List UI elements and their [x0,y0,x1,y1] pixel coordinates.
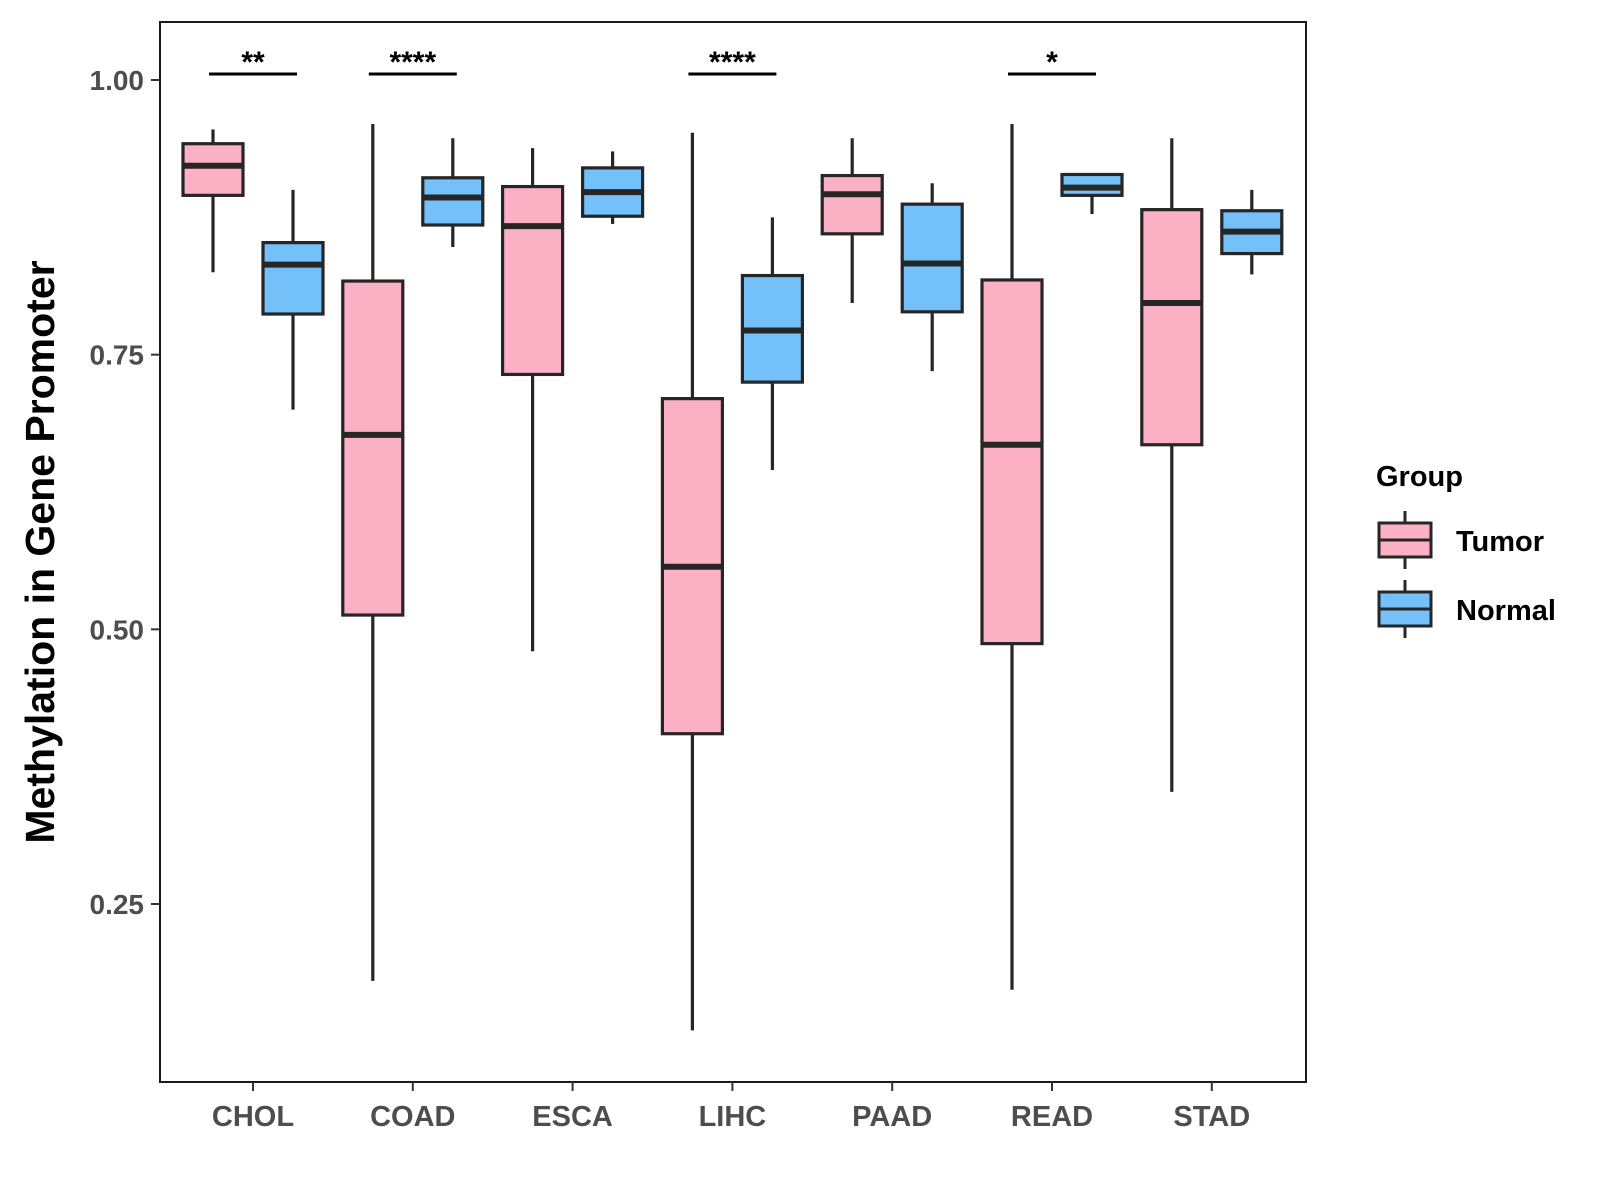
x-tick-label: PAAD [852,1101,932,1133]
box-tumor-stad [1140,138,1204,792]
x-tick-label: COAD [370,1101,455,1133]
box-normal-lihc [740,217,805,471]
box-normal-read [1060,172,1124,215]
box-tumor-paad [820,138,884,304]
x-tick-label: CHOL [212,1101,294,1133]
box-tumor-lihc [660,132,725,1031]
box-body [261,241,325,316]
legend-item-normal: Normal [1377,580,1556,638]
box-body [421,176,485,227]
x-tick-label: LIHC [699,1101,767,1133]
box-normal-chol [261,189,325,410]
box-body [980,278,1044,646]
plot-panel [159,21,1307,1083]
box-body [341,279,405,617]
legend-title: Group [1376,461,1463,493]
x-tick-label: STAD [1173,1101,1250,1133]
box-body [181,142,245,197]
y-axis: 0.25 0.50 0.75 1.00 [90,65,160,920]
box-tumor-chol [181,129,245,273]
legend: Group Tumor Normal [1376,461,1556,638]
legend-label: Tumor [1456,526,1544,558]
box-tumor-read [980,123,1044,990]
significance-label: **** [709,46,756,79]
box-normal-stad [1220,189,1284,275]
legend-label: Normal [1456,595,1556,627]
box-series [181,123,1284,1031]
x-tick-label: READ [1011,1101,1093,1133]
box-body [501,184,565,377]
box-body [820,173,884,236]
x-tick-label: ESCA [532,1101,613,1133]
y-tick-label: 1.00 [90,65,145,96]
box-tumor-coad [341,123,405,981]
significance-label: ** [241,46,265,79]
box-body [1140,208,1204,447]
y-tick-label: 0.50 [90,614,145,645]
box-normal-paad [900,183,964,372]
significance-label: **** [389,46,436,79]
legend-item-tumor: Tumor [1377,511,1544,569]
box-tumor-esca [501,148,565,652]
x-axis: CHOL COAD ESCA LIHC PAAD READ STAD [212,1082,1250,1133]
box-normal-esca [580,151,645,224]
significance-label: * [1046,46,1058,79]
significance-annotations: ** **** **** * [209,46,1096,79]
y-tick-label: 0.25 [90,889,145,920]
y-axis-title: Methylation in Gene Promoter [17,260,63,843]
y-tick-label: 0.75 [90,340,145,371]
box-body [900,202,964,314]
box-normal-coad [421,138,485,247]
